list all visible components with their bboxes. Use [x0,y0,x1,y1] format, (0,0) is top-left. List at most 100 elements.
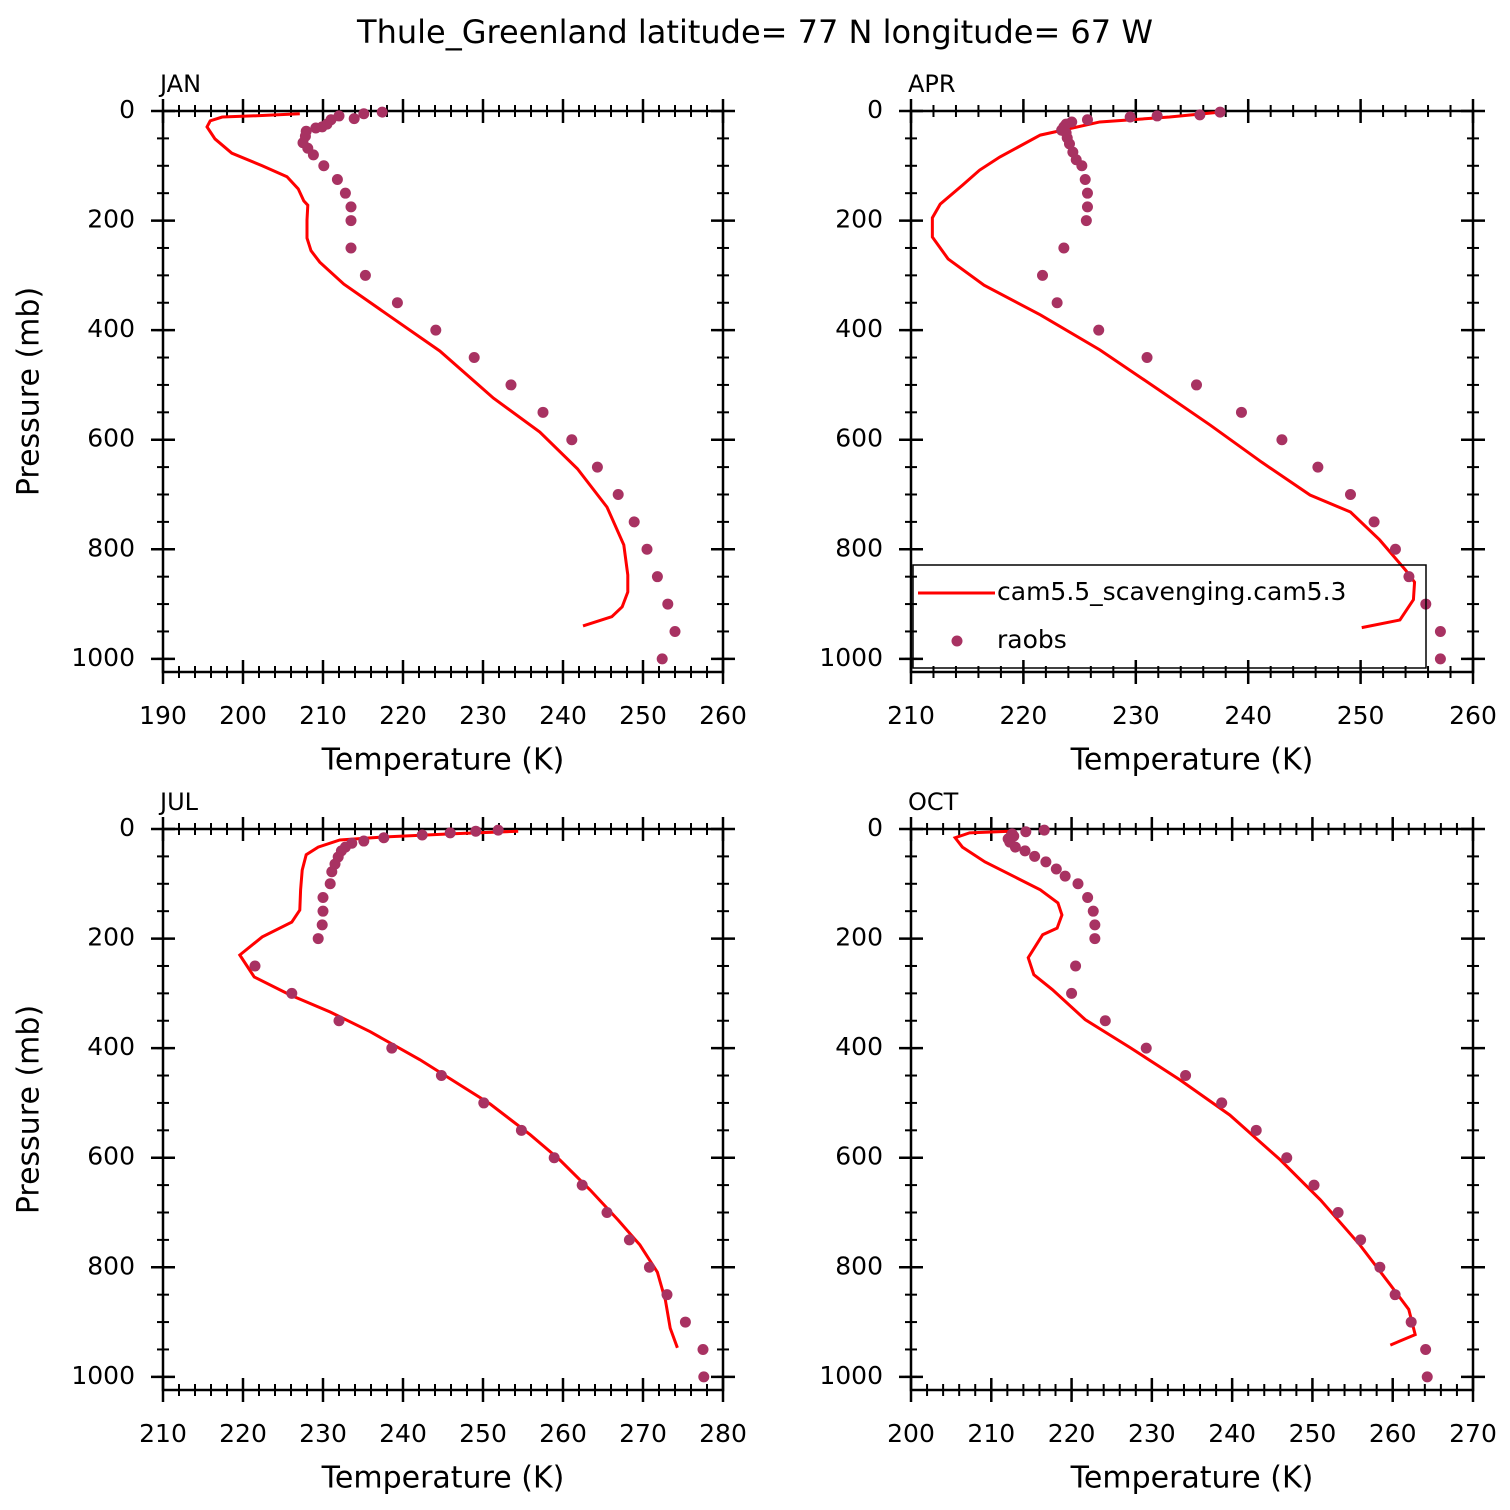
obs-point [1344,488,1356,500]
obs-point [478,1097,490,1109]
x-tick-label: 220 [1048,1419,1096,1448]
panel: JUL 210 220 230 240 250 260 270 280 0 200 400 600 800… [12,788,747,1496]
legend-marker [951,635,963,647]
y-tick-label: 0 [867,813,883,842]
obs-point [1374,1261,1386,1273]
obs-point [669,625,681,637]
x-tick-label: 270 [619,1419,667,1448]
y-tick-label: 600 [87,424,135,453]
obs-point [358,835,370,847]
obs-point [651,571,663,583]
x-tick-label: 250 [1337,701,1385,730]
obs-point [312,933,324,945]
obs-point [1076,160,1088,172]
plot-frame [909,109,1475,674]
obs-point [416,829,428,841]
obs-point [1405,1316,1417,1328]
x-axis-label: Temperature (K) [1070,743,1314,778]
plot-frame [161,109,725,674]
y-tick-label: 800 [835,533,883,562]
obs-point [1190,379,1202,391]
model-line [930,110,1417,630]
obs-point [656,653,668,665]
y-tick-label: 1000 [819,1361,883,1390]
obs-point [1434,653,1446,665]
obs-point [1037,269,1049,281]
obs-point [249,960,261,972]
obs-point [1403,571,1415,583]
obs-point [310,122,322,134]
obs-point [470,825,482,837]
panel-label: OCT [908,788,959,816]
obs-point [1009,841,1021,853]
obs-point [324,878,336,890]
y-tick-label: 0 [119,813,135,842]
panel-label: APR [908,70,956,98]
obs-point [1312,461,1324,473]
y-tick-label: 200 [87,923,135,952]
figure-title: Thule_Greenland latitude= 77 N longitude… [356,13,1153,51]
obs-point [1281,1152,1293,1164]
obs-point [1093,324,1105,336]
x-tick-label: 230 [299,1419,347,1448]
y-tick-label: 200 [87,205,135,234]
obs-point [345,215,357,227]
y-tick-label: 800 [87,1251,135,1280]
x-tick-label: 230 [459,701,507,730]
obs-point [1308,1179,1320,1191]
obs-point [1250,1124,1262,1136]
legend-box [912,564,1427,669]
x-tick-label: 280 [699,1419,747,1448]
x-tick-label: 250 [619,701,667,730]
x-tick-label: 240 [1208,1419,1256,1448]
panel-label: JUL [158,788,199,816]
x-tick-label: 230 [1128,1419,1176,1448]
obs-point [386,1042,398,1054]
obs-point [1141,352,1153,364]
model-line [952,829,1417,1347]
y-tick-label: 0 [867,95,883,124]
y-tick-label: 400 [87,1032,135,1061]
x-tick-label: 220 [379,701,427,730]
x-tick-label: 240 [1224,701,1272,730]
y-tick-label: 1000 [819,643,883,672]
obs-point [286,987,298,999]
obs-point [1029,850,1041,862]
obs-point [612,488,624,500]
obs-point [1082,891,1094,903]
y-tick-label: 400 [87,314,135,343]
obs-point [679,1316,691,1328]
obs-point [1079,173,1091,185]
x-tick-label: 260 [699,701,747,730]
obs-point [1368,516,1380,528]
obs-point [566,434,578,446]
obs-point [662,598,674,610]
obs-point [1434,625,1446,637]
obs-point [1276,434,1288,446]
obs-point [345,242,357,254]
obs-point [326,866,338,878]
obs-point [641,543,653,555]
y-tick-label: 0 [119,95,135,124]
obs-point [515,1124,527,1136]
y-tick-label: 400 [835,314,883,343]
y-tick-label: 600 [835,424,883,453]
x-tick-label: 210 [887,701,935,730]
obs-point [331,173,343,185]
obs-point [1389,1289,1401,1301]
obs-point [1235,406,1247,418]
obs-point [601,1206,613,1218]
x-tick-label: 200 [219,701,267,730]
obs-point [348,113,360,125]
obs-point [1081,187,1093,199]
x-axis-label: Temperature (K) [321,1461,565,1496]
obs-point [1420,1343,1432,1355]
obs-point [317,891,329,903]
x-axis-label: Temperature (K) [1070,1461,1314,1496]
obs-point [1081,201,1093,213]
obs-point [358,108,370,120]
y-tick-label: 600 [835,1142,883,1171]
model-line [237,829,679,1349]
